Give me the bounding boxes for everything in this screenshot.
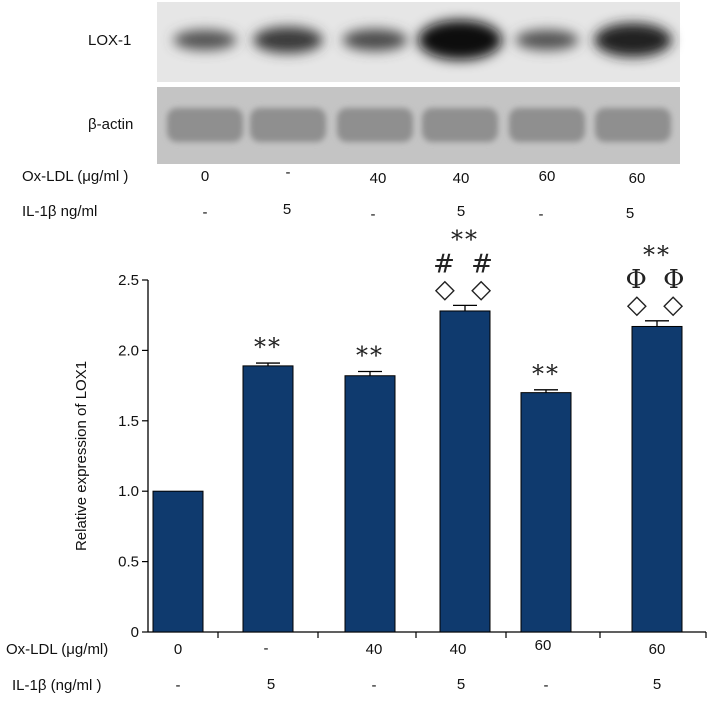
bar-5 bbox=[520, 392, 572, 633]
y-tick-label-0: 0 bbox=[131, 624, 139, 641]
western-blot-panel bbox=[157, 2, 680, 164]
blot-il1b-5: - bbox=[538, 206, 544, 223]
lox1-band-5 bbox=[515, 29, 579, 51]
y-tick-label-4: 2.0 bbox=[118, 342, 139, 359]
actin-band-4 bbox=[422, 108, 498, 142]
significance-mark-6-2: Φ Φ bbox=[626, 265, 689, 295]
x-row-label-oxldl: Ox-LDL (μg/ml) bbox=[6, 641, 109, 658]
blot-il1b-3: - bbox=[370, 206, 376, 223]
x-il1b-3: - bbox=[371, 677, 377, 694]
y-tick-label-3: 1.5 bbox=[118, 413, 139, 430]
significance-mark-4-1: ** bbox=[451, 225, 479, 253]
x-oxldl-4: 40 bbox=[449, 641, 467, 658]
blot-oxldl-6: 60 bbox=[628, 170, 646, 187]
x-il1b-5: - bbox=[543, 677, 549, 694]
actin-blot-strip bbox=[157, 87, 680, 164]
x-oxldl-6: 60 bbox=[648, 641, 666, 658]
blot-oxldl-2: - bbox=[285, 164, 291, 181]
significance-mark-4-3: ◇ ◇ bbox=[435, 274, 495, 304]
blot-il1b-1: - bbox=[202, 204, 208, 221]
x-oxldl-1: 0 bbox=[173, 641, 183, 658]
y-tick-label-5: 2.5 bbox=[118, 272, 139, 289]
lox1-band-2 bbox=[253, 26, 323, 54]
x-il1b-6: 5 bbox=[652, 676, 662, 693]
blot-il1b-6: 5 bbox=[625, 205, 635, 222]
actin-band-2 bbox=[250, 108, 326, 142]
y-axis-label: Relative expression of LOX1 bbox=[73, 361, 90, 551]
x-oxldl-2: - bbox=[263, 640, 269, 657]
blot-oxldl-4: 40 bbox=[452, 170, 470, 187]
x-oxldl-3: 40 bbox=[365, 641, 383, 658]
significance-mark-3-1: ** bbox=[356, 342, 384, 370]
lox1-band-4 bbox=[418, 20, 502, 60]
blot-il1b-4: 5 bbox=[456, 203, 466, 220]
lox1-band-1 bbox=[173, 29, 237, 51]
significance-mark-6-1: ** bbox=[643, 241, 671, 269]
bar-6 bbox=[631, 325, 683, 633]
bar-2 bbox=[242, 365, 294, 633]
significance-mark-4-2: # # bbox=[433, 249, 497, 279]
lox1-band-3 bbox=[342, 29, 408, 51]
actin-band-3 bbox=[337, 108, 413, 142]
blot-oxldl-5: 60 bbox=[538, 168, 556, 185]
x-il1b-4: 5 bbox=[456, 676, 466, 693]
bar-1 bbox=[152, 490, 204, 633]
x-row-label-il1b: IL-1β (ng/ml ) bbox=[12, 677, 102, 694]
actin-band-1 bbox=[167, 108, 243, 142]
actin-band-6 bbox=[595, 108, 671, 142]
significance-mark-2-1: ** bbox=[254, 333, 282, 361]
band-label-lox1: LOX-1 bbox=[88, 32, 132, 49]
actin-band-5 bbox=[509, 108, 585, 142]
bar-3 bbox=[344, 375, 396, 633]
lox1-band-6 bbox=[594, 23, 672, 57]
blot-oxldl-3: 40 bbox=[369, 170, 387, 187]
blot-oxldl-1: 0 bbox=[200, 168, 210, 185]
blot-il1b-2: 5 bbox=[282, 201, 292, 218]
y-tick-label-2: 1.0 bbox=[118, 483, 139, 500]
bar-4 bbox=[439, 310, 491, 633]
significance-mark-5-1: ** bbox=[532, 360, 560, 388]
x-il1b-1: - bbox=[175, 677, 181, 694]
x-il1b-2: 5 bbox=[266, 676, 276, 693]
band-label-beta-actin: β-actin bbox=[88, 116, 134, 133]
blot-row-label-il1b: IL-1β ng/ml bbox=[22, 203, 98, 220]
y-tick-label-1: 0.5 bbox=[118, 554, 139, 571]
significance-mark-6-3: ◇ ◇ bbox=[627, 290, 687, 320]
blot-row-label-oxldl: Ox-LDL (μg/ml ) bbox=[22, 168, 129, 185]
x-oxldl-5: 60 bbox=[534, 637, 552, 654]
